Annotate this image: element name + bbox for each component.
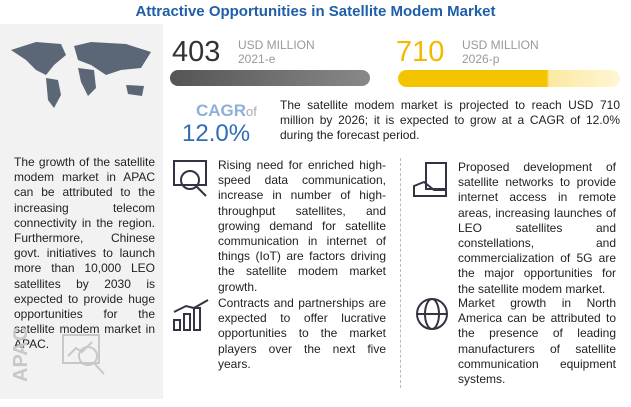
title: Attractive Opportunities in Satellite Mo… bbox=[135, 3, 496, 20]
divider bbox=[400, 158, 401, 388]
end-value: 710 bbox=[396, 36, 445, 68]
end-year: 2026-p bbox=[462, 52, 500, 66]
growth-icon bbox=[173, 299, 209, 331]
start-year: 2021-e bbox=[238, 52, 276, 66]
cagr-text: The satellite modem market is projected … bbox=[280, 98, 620, 143]
iot-icon bbox=[173, 160, 207, 197]
analysis-icon bbox=[62, 334, 105, 375]
end-bar bbox=[398, 70, 620, 87]
globe-icon bbox=[416, 298, 448, 330]
sidebar-text: The growth of the satellite modem market… bbox=[14, 155, 155, 352]
start-unit: USD MILLION bbox=[238, 38, 315, 52]
card-text: Market growth in North America can be at… bbox=[458, 296, 616, 387]
start-bar bbox=[170, 70, 370, 86]
funding-icon bbox=[413, 162, 447, 197]
start-value: 403 bbox=[172, 36, 221, 68]
region-label: APAC bbox=[10, 326, 32, 382]
card-text: Contracts and partnerships are expected … bbox=[218, 296, 386, 371]
end-unit: USD MILLION bbox=[462, 38, 539, 52]
cagr-label: CAGR bbox=[196, 101, 247, 120]
card-text: Rising need for enriched high-speed data… bbox=[218, 158, 386, 294]
cagr-value: 12.0% bbox=[182, 120, 251, 147]
world-map bbox=[11, 42, 151, 108]
cagr-of: of bbox=[246, 104, 257, 119]
card-text: Proposed development of satellite networ… bbox=[458, 160, 616, 296]
